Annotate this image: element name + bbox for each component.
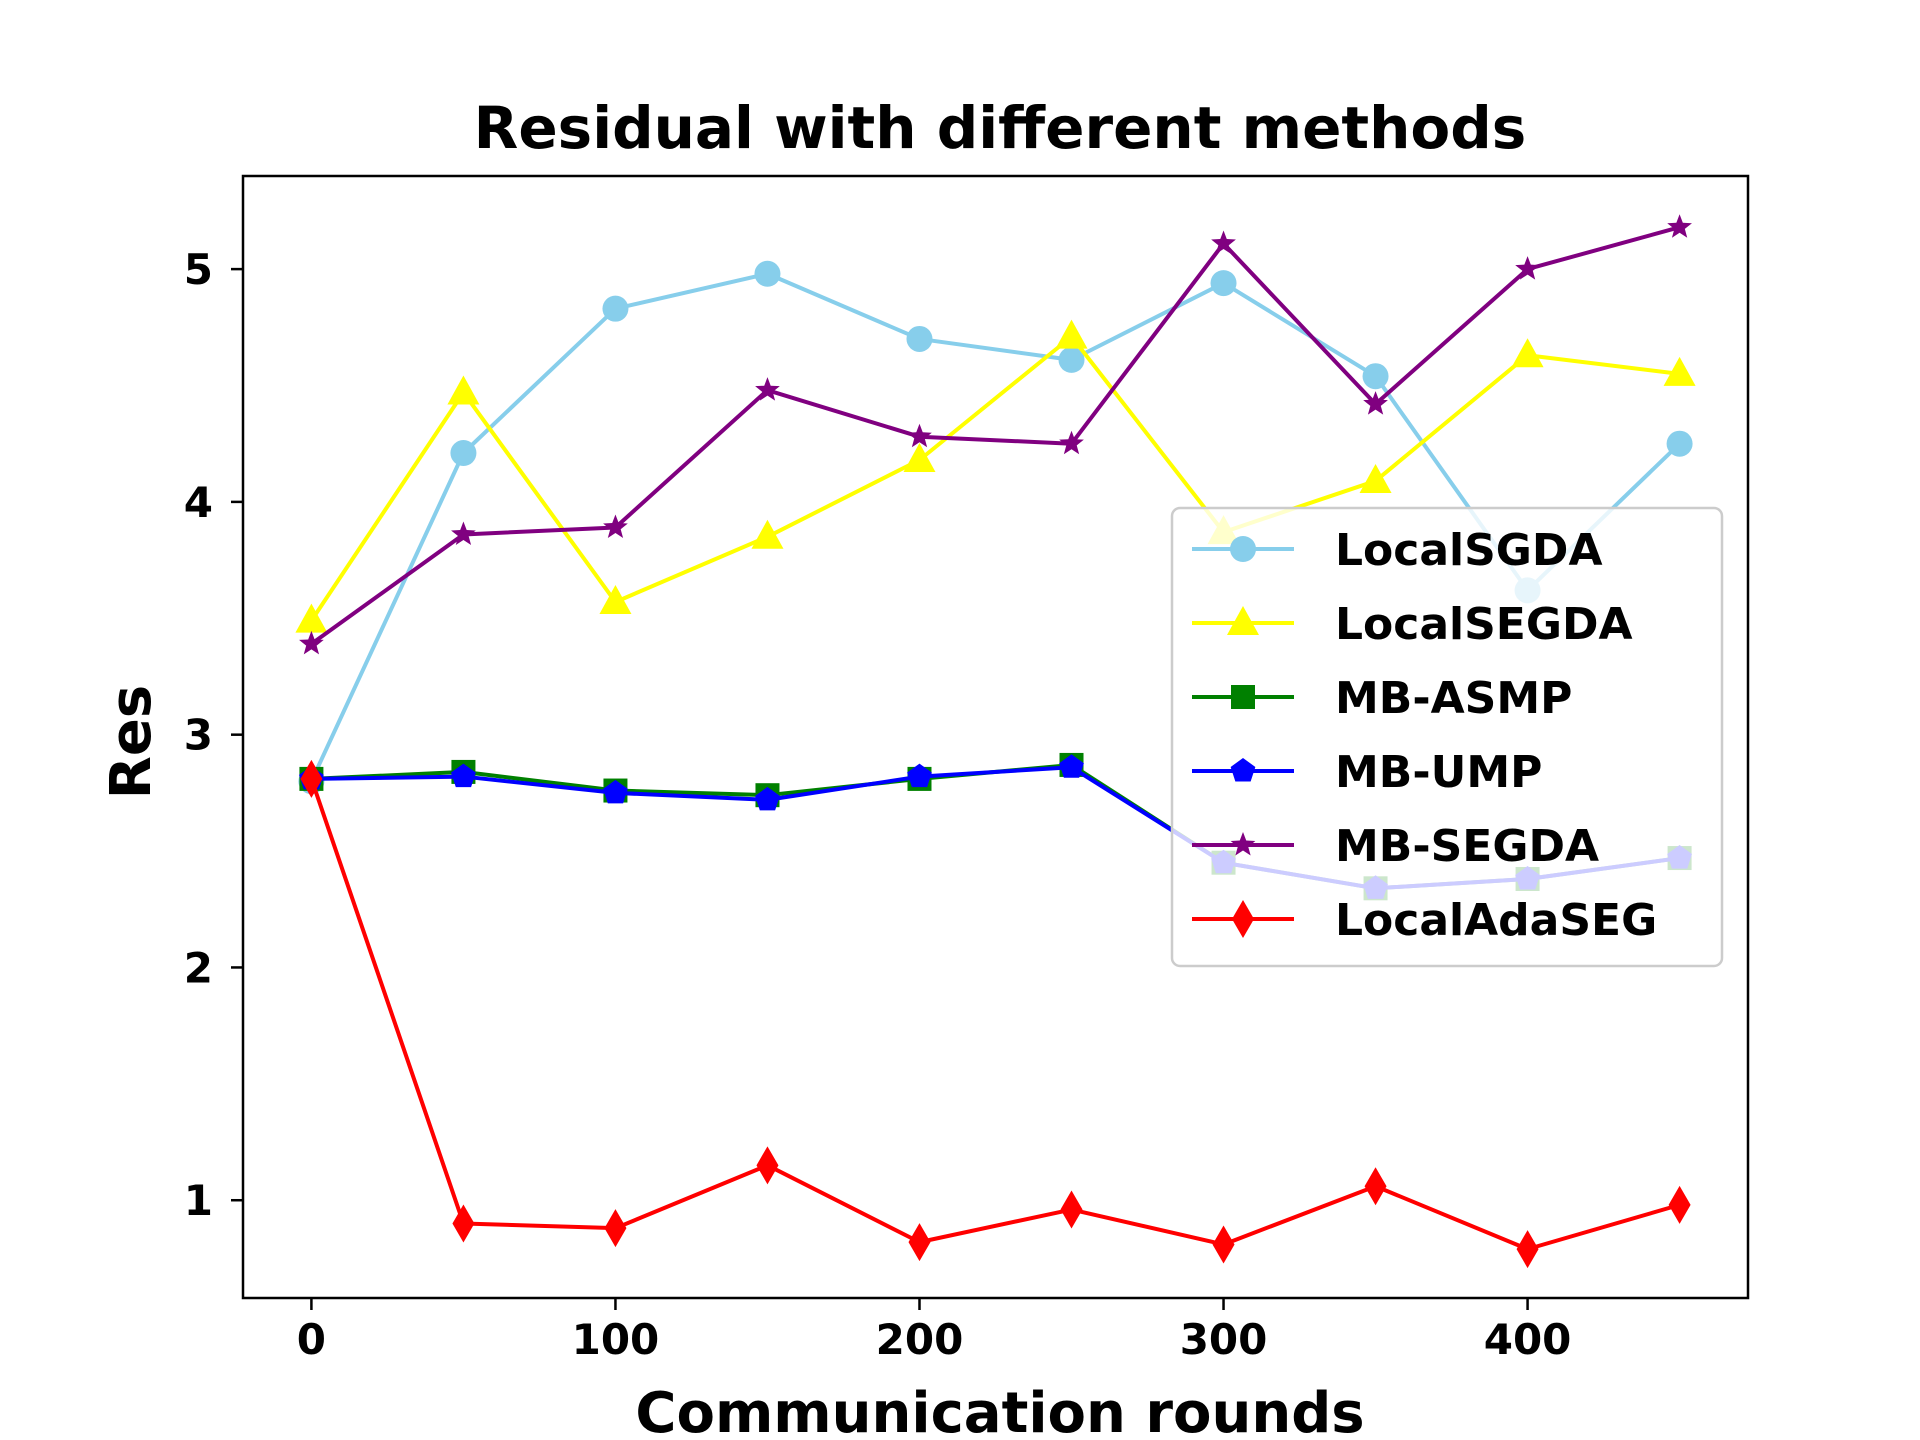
- localadaseg-point: [1516, 1230, 1539, 1269]
- localsgda-line: [309, 271, 1681, 783]
- x-tick-label: 400: [1484, 1315, 1572, 1364]
- localsgda-point: [450, 440, 477, 467]
- legend-entry-mb-ump: MB-UMP: [1192, 747, 1542, 798]
- x-tick-label: 300: [1180, 1315, 1268, 1364]
- y-tick-label: 1: [184, 1176, 213, 1225]
- localsgda-point: [1666, 430, 1693, 457]
- mb-segda-point: [603, 514, 628, 539]
- legend-entry-mb-segda: MB-SEGDA: [1192, 821, 1599, 872]
- localadaseg-point: [604, 1209, 627, 1248]
- series-localadaseg: [300, 759, 1691, 1269]
- localsgda-point: [754, 260, 781, 287]
- plot-frame: [241, 174, 1750, 1300]
- localsgda-point: [906, 325, 933, 352]
- localadaseg-point: [1060, 1190, 1083, 1229]
- y-axis-label: Res: [99, 685, 164, 799]
- localsgda-point: [1210, 270, 1237, 297]
- legend-label: LocalAdaSEG: [1335, 895, 1657, 946]
- x-tick-label: 200: [876, 1315, 964, 1364]
- localadaseg-point: [452, 1204, 475, 1243]
- mb-segda-point: [907, 423, 932, 448]
- legend-entry-localsegda: LocalSEGDA: [1192, 599, 1633, 650]
- series-localsegda: [295, 319, 1696, 633]
- legend-swatch-marker: [1230, 832, 1256, 856]
- mb-segda-point: [451, 521, 476, 545]
- legend-label: LocalSGDA: [1335, 525, 1603, 576]
- localsegda-point: [447, 375, 480, 405]
- legend-swatch-marker: [1227, 606, 1259, 635]
- mb-ump-point: [907, 763, 932, 788]
- legend-entry-mb-asmp: MB-ASMP: [1192, 673, 1572, 724]
- localadaseg-point: [908, 1223, 931, 1262]
- localsgda-point: [1362, 363, 1389, 390]
- legend-entry-localadaseg: LocalAdaSEG: [1192, 895, 1657, 946]
- mb-segda-point: [1515, 256, 1540, 280]
- x-tick-label: 100: [572, 1315, 660, 1364]
- axis-ticks: 0 100 200 300 400 1 2 3 4 5: [184, 245, 1572, 1364]
- legend-swatch-marker: [1231, 685, 1255, 709]
- chart-title: Residual with different methods: [474, 94, 1527, 162]
- localadaseg-point: [756, 1146, 779, 1185]
- y-tick-label: 5: [184, 245, 213, 294]
- mb-segda-point: [1667, 214, 1692, 238]
- localsegda-point: [295, 603, 328, 633]
- mb-segda-point: [1211, 230, 1236, 255]
- y-tick-label: 3: [184, 711, 213, 760]
- localsegda-point: [751, 519, 784, 549]
- mb-ump-point: [1059, 754, 1084, 778]
- legend-swatch-marker: [1230, 536, 1256, 562]
- mb-segda-point: [1363, 391, 1388, 415]
- legend-label: MB-UMP: [1335, 747, 1542, 798]
- mb-segda-point: [755, 377, 780, 401]
- series-mb-segda: [299, 214, 1692, 655]
- legend-label: MB-SEGDA: [1335, 821, 1599, 872]
- localsegda-point: [1663, 356, 1696, 386]
- legend-entry-localsgda: LocalSGDA: [1192, 525, 1603, 576]
- mb-segda-point: [299, 630, 324, 655]
- localsgda-point: [602, 295, 629, 322]
- y-tick-label: 4: [184, 478, 213, 527]
- localsgda-point: [1058, 346, 1085, 373]
- localsegda-point: [1511, 338, 1544, 368]
- localadaseg-line: [309, 778, 1681, 1252]
- y-tick-label: 2: [184, 943, 213, 992]
- legend-box: [1170, 506, 1724, 968]
- localadaseg-point: [1364, 1167, 1387, 1206]
- localadaseg-point: [1668, 1185, 1691, 1224]
- mb-ump-point: [755, 786, 780, 811]
- localadaseg-point: [1212, 1225, 1235, 1264]
- legend-swatch-marker: [1230, 758, 1256, 782]
- x-axis-label: Communication rounds: [635, 1381, 1364, 1440]
- localsegda-point: [1359, 463, 1392, 493]
- localsegda-point: [903, 442, 936, 472]
- x-tick-label: 0: [297, 1315, 326, 1364]
- mb-segda-point: [1059, 430, 1084, 455]
- legend: LocalSGDA LocalSEGDA MB-ASMP MB-UMP MB-SEGDA…: [1170, 506, 1724, 968]
- localsegda-line: [309, 334, 1680, 622]
- legend-swatch-marker: [1232, 900, 1254, 938]
- legend-label: LocalSEGDA: [1335, 599, 1633, 650]
- mb-ump-point: [603, 779, 628, 804]
- localsegda-point: [1055, 319, 1088, 349]
- mb-ump-point: [451, 763, 476, 788]
- mb-segda-line: [310, 225, 1681, 646]
- localadaseg-point: [300, 759, 323, 798]
- legend-label: MB-ASMP: [1335, 673, 1572, 724]
- localsegda-point: [599, 584, 632, 614]
